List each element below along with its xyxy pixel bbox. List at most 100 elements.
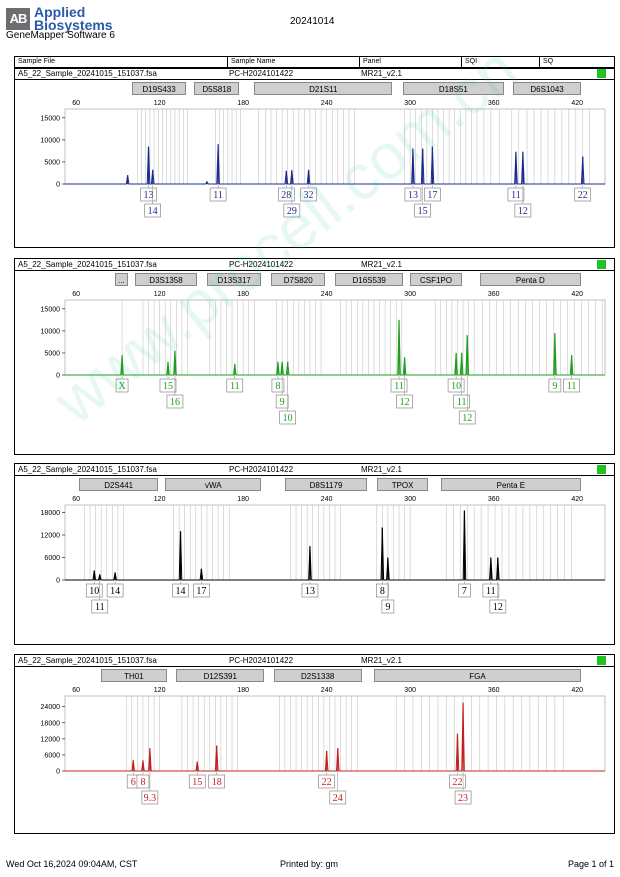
allele-call-label[interactable]: 16: [166, 375, 184, 409]
allele-call-label[interactable]: 14: [144, 184, 161, 218]
allele-call-label[interactable]: 11: [209, 184, 227, 202]
y-tick-label: 10000: [41, 137, 61, 144]
locus-d6s1043-bar[interactable]: D6S1043: [513, 82, 581, 95]
locus-d12s391-bar[interactable]: D12S391: [176, 669, 265, 682]
locus-d18s51-bar[interactable]: D18S51: [403, 82, 504, 95]
allele-call-label[interactable]: 11: [453, 375, 470, 409]
locus-fga-bar[interactable]: FGA: [373, 669, 581, 682]
y-tick-label: 18000: [41, 510, 61, 517]
locus-d21s11-bar[interactable]: D21S11: [254, 82, 393, 95]
locus-vwa-bar[interactable]: vWA: [165, 478, 262, 491]
allele-call-label[interactable]: 8: [271, 375, 285, 393]
allele-call-label[interactable]: 11: [507, 184, 525, 202]
allele-call-label[interactable]: 18: [208, 771, 226, 789]
locus-d2s441-bar[interactable]: D2S441: [78, 478, 159, 491]
electropherogram-plot: 60 120 180 240 300 360 420 0 6000 12000 18000 24000…: [41, 687, 606, 805]
allele-call-label[interactable]: 29: [283, 184, 301, 218]
locus-th01-bar[interactable]: TH01: [101, 669, 167, 682]
x-tick-label: 420: [571, 687, 583, 694]
locus-d3s1358-bar[interactable]: D3S1358: [134, 273, 198, 286]
svg-text:10: 10: [283, 413, 293, 424]
panel-sample-file: A5_22_Sample_20241015_151037.fsa: [18, 465, 157, 474]
x-tick-label: 240: [321, 100, 333, 107]
locus-d5s818-bar[interactable]: D5S818: [194, 82, 240, 95]
locus-d8s1179-bar[interactable]: D8S1179: [284, 478, 368, 491]
run-date: 20241014: [290, 16, 335, 27]
locus-d13s317-bar[interactable]: D13S317: [206, 273, 262, 286]
allele-call-label[interactable]: 28: [277, 184, 295, 202]
x-tick-label: 120: [154, 687, 166, 694]
svg-text:15: 15: [192, 777, 202, 788]
locus-d16s539-bar[interactable]: D16S539: [335, 273, 404, 286]
locus-d2s1338-bar[interactable]: D2S1338: [273, 669, 362, 682]
allele-call-label[interactable]: 9: [275, 375, 289, 409]
y-tick-label: 0: [56, 373, 60, 380]
allele-call-label[interactable]: 12: [489, 580, 507, 614]
allele-call-label[interactable]: 22: [574, 184, 592, 202]
panel-panel-name: MR21_v2.1: [361, 656, 402, 665]
allele-call-label[interactable]: 10: [85, 580, 103, 598]
svg-text:11: 11: [457, 397, 467, 408]
panel-title-row: A5_22_Sample_20241015_151037.fsa PC-H2024…: [15, 68, 614, 80]
allele-call-label[interactable]: 13: [140, 184, 157, 202]
allele-call-label[interactable]: 8: [136, 771, 150, 789]
allele-call-label[interactable]: 10: [279, 375, 296, 425]
allele-call-label[interactable]: 11: [390, 375, 408, 393]
svg-text:10: 10: [451, 381, 461, 392]
allele-call-label[interactable]: 14: [172, 580, 189, 598]
allele-call-label[interactable]: 9.3: [141, 771, 159, 805]
allele-call-label[interactable]: 17: [424, 184, 441, 202]
svg-text:8: 8: [275, 381, 280, 392]
allele-call-label[interactable]: 24: [329, 771, 347, 805]
x-tick-label: 420: [571, 496, 583, 503]
print-timestamp: Wed Oct 16,2024 09:04AM, CST: [6, 859, 138, 869]
x-tick-label: 300: [404, 496, 416, 503]
allele-call-label[interactable]: 9: [548, 375, 562, 393]
allele-call-label[interactable]: 10: [447, 375, 465, 393]
x-tick-label: 240: [321, 291, 333, 298]
allele-call-label[interactable]: 23: [454, 771, 472, 805]
allele-call-label[interactable]: 7: [458, 580, 471, 598]
locus-tpox-bar[interactable]: TPOX: [376, 478, 429, 491]
allele-call-label[interactable]: 22: [318, 771, 335, 789]
panel-sample-name: PC-H2024101422: [229, 260, 294, 269]
locus-pentad-bar[interactable]: Penta D: [479, 273, 581, 286]
allele-call-label[interactable]: 13: [301, 580, 319, 598]
x-tick-label: 420: [571, 100, 583, 107]
allele-call-label[interactable]: 14: [106, 580, 124, 598]
allele-call-label[interactable]: 11: [226, 375, 244, 393]
x-tick-label: 300: [404, 687, 416, 694]
svg-text:7: 7: [462, 586, 467, 597]
allele-call-label[interactable]: 11: [563, 375, 580, 393]
software-name: GeneMapper Software 6: [6, 30, 115, 41]
allele-call-label[interactable]: 8: [376, 580, 389, 598]
allele-call-label[interactable]: 15: [414, 184, 431, 218]
allele-call-label[interactable]: 15: [188, 771, 206, 789]
locus-d7s820-bar[interactable]: D7S820: [270, 273, 326, 286]
allele-call-label[interactable]: X: [115, 375, 129, 393]
locus--bar[interactable]: ...: [115, 273, 128, 286]
allele-call-label[interactable]: 12: [396, 375, 413, 409]
locus-csf1po-bar[interactable]: CSF1PO: [410, 273, 462, 286]
allele-call-label[interactable]: 12: [458, 375, 476, 425]
brand-line-2: Biosystems: [34, 17, 113, 33]
x-tick-label: 360: [488, 291, 500, 298]
allele-call-label[interactable]: 17: [193, 580, 210, 598]
allele-call-label[interactable]: 15: [159, 375, 177, 393]
svg-text:X: X: [118, 381, 126, 392]
col-sample-file: Sample File: [18, 58, 55, 65]
allele-call-label[interactable]: 11: [482, 580, 500, 598]
svg-text:12: 12: [518, 206, 528, 217]
allele-call-label[interactable]: 11: [91, 580, 109, 614]
electropherogram-plot: 60 120 180 240 300 360 420 0 5000 10000 15000 13 14 1…: [41, 100, 606, 218]
allele-call-label[interactable]: 12: [514, 184, 532, 218]
allele-call-label[interactable]: 13: [404, 184, 422, 202]
locus-d19s433-bar[interactable]: D19S433: [131, 82, 187, 95]
locus-pentae-bar[interactable]: Penta E: [440, 478, 581, 491]
svg-text:11: 11: [95, 602, 105, 613]
allele-call-label[interactable]: 9: [381, 580, 395, 614]
allele-call-label[interactable]: 32: [300, 184, 317, 202]
x-tick-label: 360: [488, 496, 500, 503]
x-tick-label: 120: [154, 496, 166, 503]
allele-call-label[interactable]: 22: [449, 771, 466, 789]
